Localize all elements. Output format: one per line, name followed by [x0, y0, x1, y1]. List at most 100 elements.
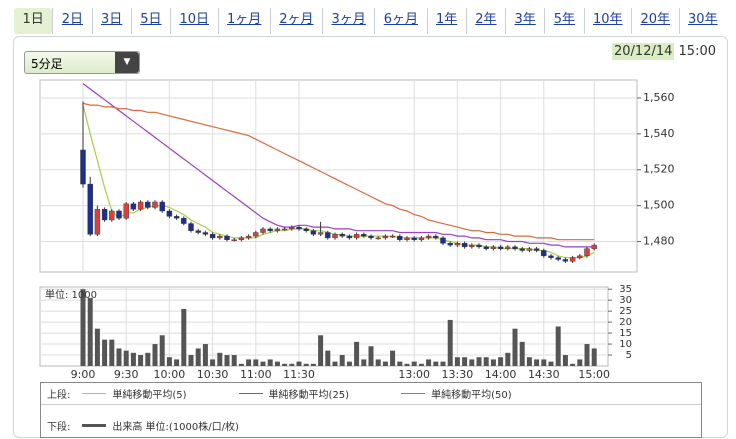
candle-body: [245, 235, 252, 239]
volume-bar: [267, 359, 273, 366]
candle-body: [87, 183, 93, 235]
candle-body: [224, 235, 230, 240]
volume-bar: [354, 341, 360, 366]
candle-body: [109, 210, 115, 221]
candle-body: [303, 228, 309, 231]
legend-item: 単純移動平均(50): [389, 386, 512, 401]
period-tab[interactable]: 3日: [91, 8, 131, 34]
volume-bar: [188, 355, 194, 366]
period-tab[interactable]: 30年: [678, 8, 727, 34]
volume-bar: [152, 344, 158, 366]
period-tab[interactable]: 1年: [426, 8, 466, 34]
volume-bar: [102, 339, 108, 366]
candle-body: [317, 232, 324, 235]
candle-body: [548, 255, 554, 258]
volume-bar: [274, 361, 280, 366]
y-tick-label: 1,480: [643, 234, 675, 247]
candle-body: [397, 235, 403, 240]
dropdown-label: 5分足: [31, 57, 63, 71]
volume-bar: [238, 363, 244, 366]
period-tab[interactable]: 10年: [583, 8, 632, 34]
volume-bar: [174, 359, 180, 366]
period-tab[interactable]: 5日: [130, 8, 170, 34]
volume-bar: [116, 348, 122, 366]
legend-item: 単純移動平均(25): [227, 386, 350, 401]
y-tick-label: 1,500: [643, 199, 675, 212]
candle-body: [289, 226, 295, 230]
volume-bar: [130, 352, 136, 366]
volume-bar: [570, 363, 576, 366]
dropdown-button[interactable]: ▼: [115, 52, 139, 73]
legend-divider: [41, 404, 701, 405]
volume-bar: [282, 363, 288, 366]
period-tab[interactable]: 6ヶ月: [374, 8, 426, 34]
candle-body: [483, 246, 489, 249]
volume-bar: [87, 297, 93, 366]
period-tab[interactable]: 1ヶ月: [217, 8, 270, 34]
candle-body: [253, 232, 259, 237]
legend-text: 単純移動平均(25): [268, 389, 350, 401]
legend-upper: 上段: 単純移動平均(5) 単純移動平均(25) 単純移動平均(50): [47, 383, 552, 403]
volume-bar: [145, 352, 151, 366]
candle-body: [454, 243, 461, 246]
period-tab[interactable]: 5年: [544, 8, 583, 34]
period-tab[interactable]: 1日: [14, 8, 53, 34]
volume-bar: [447, 319, 453, 366]
volume-bar: [303, 363, 309, 366]
candle-body: [159, 201, 165, 212]
volume-bar: [426, 359, 432, 366]
volume-bar: [577, 359, 583, 366]
candle-body: [555, 257, 561, 260]
x-tick-label: 10:00: [154, 368, 186, 381]
volume-bar: [94, 328, 100, 366]
period-tab[interactable]: 2ヶ月: [269, 8, 322, 34]
y-tick-label: 10: [619, 339, 632, 350]
legend-text: 単純移動平均(5): [112, 389, 187, 401]
volume-bar: [166, 357, 172, 366]
volume-bar: [505, 352, 511, 366]
volume-bar: [325, 350, 331, 366]
candle-body: [476, 244, 482, 248]
candle-body: [173, 216, 180, 219]
volume-bar: [231, 355, 237, 366]
interval-dropdown[interactable]: 5分足 ▼: [24, 51, 140, 74]
candle-body: [310, 230, 317, 235]
candle-body: [497, 246, 504, 249]
volume-bar: [404, 363, 410, 366]
volume-bar: [368, 346, 374, 366]
candle-body: [166, 210, 173, 217]
legend-label: 下段:: [47, 421, 71, 433]
candle-body: [145, 201, 151, 208]
y-tick-label: 5: [626, 350, 632, 361]
period-tab[interactable]: 20年: [631, 8, 679, 34]
candle-body: [202, 232, 209, 235]
volume-bar: [217, 352, 223, 366]
x-tick-label: 15:00: [578, 368, 610, 381]
period-tab[interactable]: 2年: [465, 8, 505, 34]
period-tab[interactable]: 3年: [505, 8, 544, 34]
candle-body: [418, 237, 425, 240]
volume-bar: [534, 359, 540, 366]
volume-bar: [462, 357, 468, 366]
volume-bar: [562, 355, 568, 366]
x-tick-label: 9:30: [114, 368, 139, 381]
volume-bar: [181, 308, 187, 366]
period-tab[interactable]: 3ヶ月: [322, 8, 374, 34]
y-tick-label: 30: [619, 295, 632, 306]
legend: 上段: 単純移動平均(5) 単純移動平均(25) 単純移動平均(50) 下段: 出来高 …: [40, 382, 702, 438]
plot-frame: [39, 79, 638, 273]
x-tick-label: 13:00: [398, 368, 430, 381]
candle-body: [584, 248, 590, 257]
volume-bar: [418, 363, 424, 366]
y-tick-label: 1,560: [643, 91, 675, 104]
volume-bar: [210, 359, 216, 366]
period-tab[interactable]: 10日: [170, 8, 218, 34]
period-tabs: 1日 2日 3日 5日 10日 1ヶ月 2ヶ月 3ヶ月 6ヶ月 1年 2年 3年 5年 10年 20年 30年: [14, 8, 726, 34]
volume-bar: [382, 361, 388, 366]
period-tab[interactable]: 2日: [52, 8, 91, 34]
candle-body: [375, 237, 381, 240]
volume-bar: [498, 357, 504, 366]
candle-body: [368, 235, 374, 239]
legend-swatch: [238, 392, 263, 394]
